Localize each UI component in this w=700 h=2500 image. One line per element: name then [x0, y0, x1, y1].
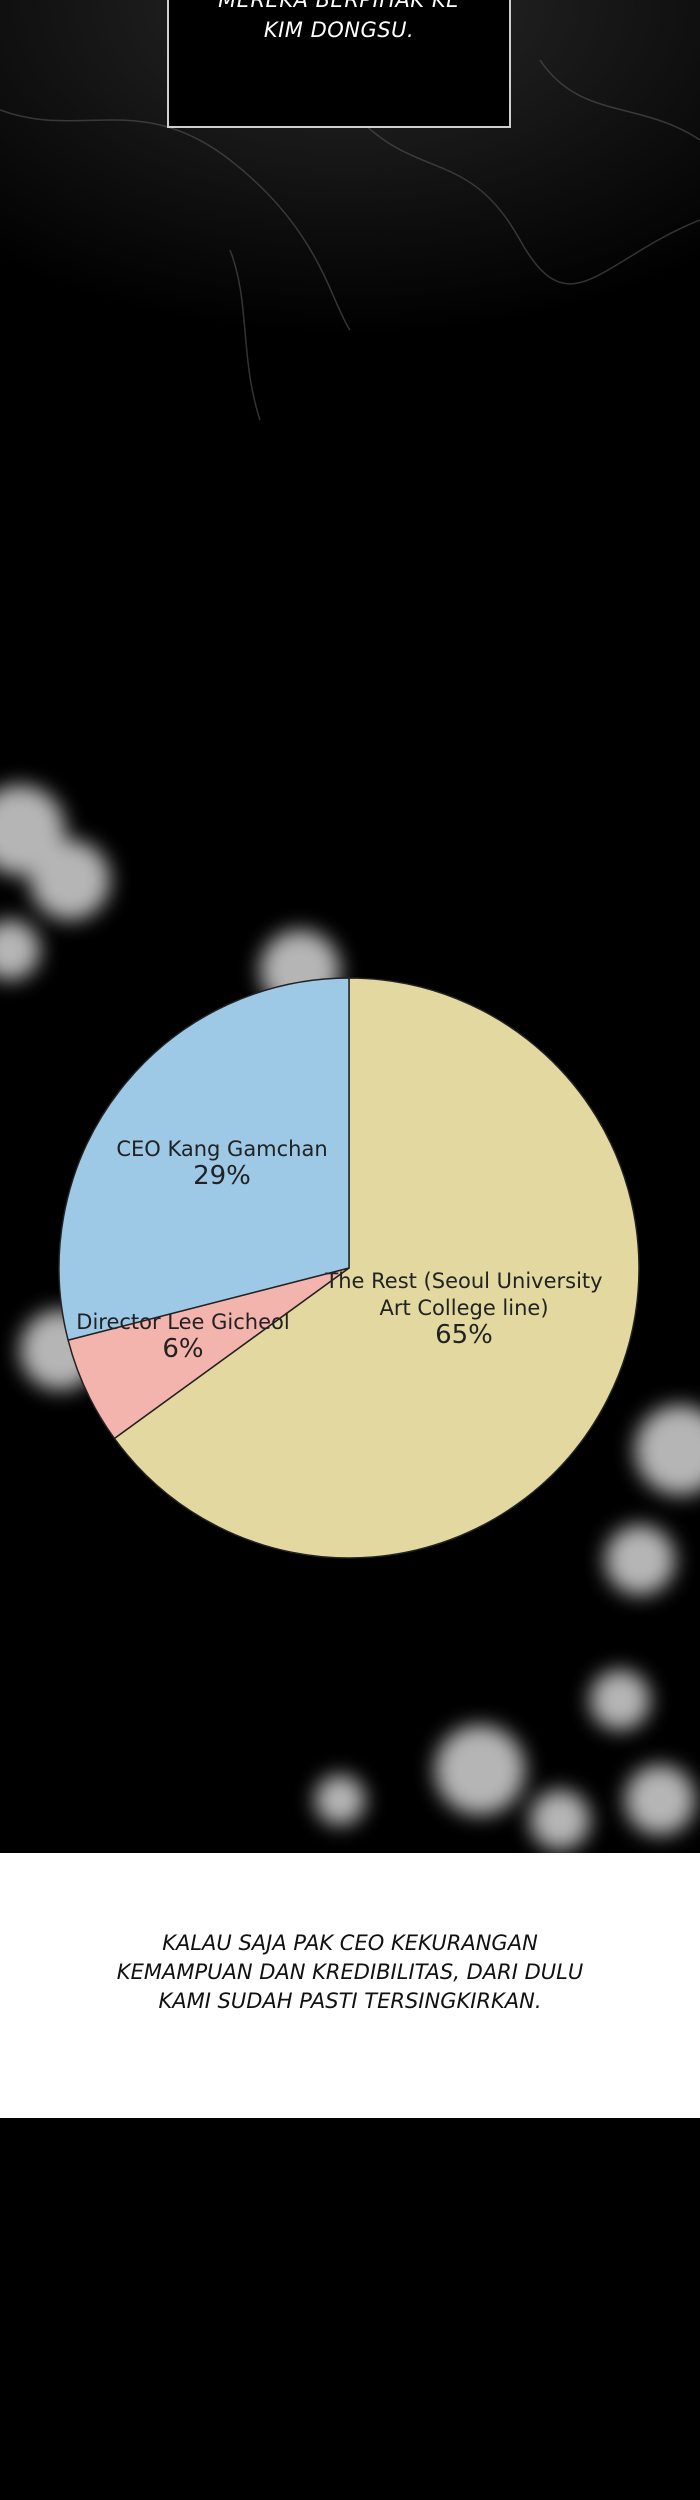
- slice-label: The Rest (Seoul University Art College l…: [319, 1268, 609, 1349]
- pie-slice: [58, 977, 350, 1342]
- caption-line: KALAU SAJA PAK CEO KEKURANGAN: [162, 1931, 538, 1955]
- slice-value: 65%: [435, 1320, 493, 1350]
- caption-box: MEREKA BERPIHAK KE KIM DONGSU.: [167, 0, 511, 128]
- slice-name: The Rest (Seoul University Art College l…: [325, 1269, 603, 1320]
- caption-line: KIM DONGSU.: [263, 18, 415, 42]
- pie-chart: [58, 977, 640, 1559]
- slice-label: Director Lee Gicheol 6%: [76, 1309, 289, 1363]
- pie-slice: [113, 977, 640, 1559]
- caption-line: KEMAMPUAN DAN KREDIBILITAS, DARI DULU: [116, 1960, 584, 1984]
- caption-panel: KALAU SAJA PAK CEO KEKURANGAN KEMAMPUAN …: [0, 1853, 700, 2118]
- slice-label: CEO Kang Gamchan 29%: [116, 1136, 327, 1190]
- caption-line: MEREKA BERPIHAK KE: [218, 0, 460, 12]
- slice-value: 6%: [162, 1334, 204, 1364]
- slice-name: Director Lee Gicheol: [76, 1310, 290, 1334]
- cracks: [0, 59, 700, 421]
- slice-value: 29%: [193, 1161, 251, 1191]
- slice-name: CEO Kang Gamchan: [116, 1137, 328, 1161]
- caption-line: KAMI SUDAH PASTI TERSINGKIRKAN.: [158, 1989, 542, 2013]
